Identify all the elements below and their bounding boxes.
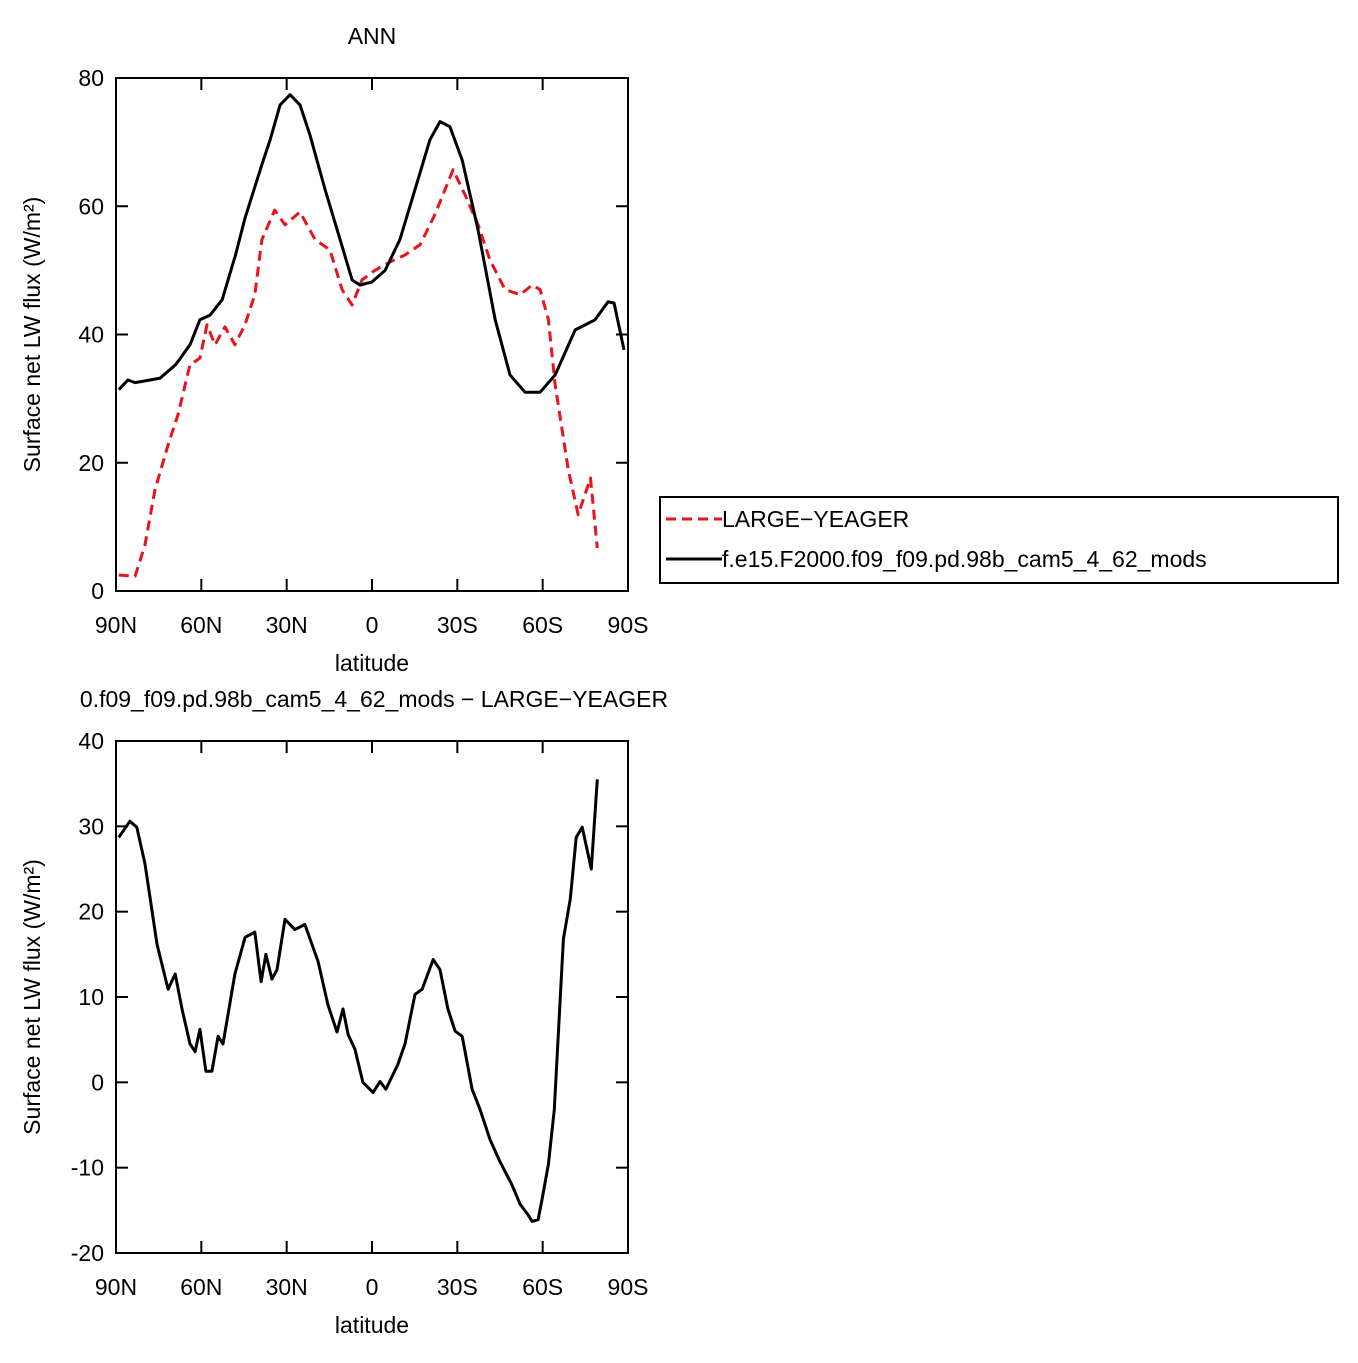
x-tick-label: 30N	[266, 1274, 308, 1300]
x-tick-label: 90S	[608, 612, 649, 638]
y-axis-label: Surface net LW flux (W/m²)	[19, 197, 45, 473]
x-tick-label: 90S	[608, 1274, 649, 1300]
x-tick-label: 0	[366, 1274, 379, 1300]
y-tick-label: -10	[71, 1155, 104, 1181]
x-tick-label: 30N	[266, 612, 308, 638]
y-tick-label: 40	[78, 322, 104, 348]
x-tick-label: 0	[366, 612, 379, 638]
y-axis-label: Surface net LW flux (W/m²)	[19, 859, 45, 1135]
legend-label: f.e15.F2000.f09_f09.pd.98b_cam5_4_62_mod…	[722, 546, 1207, 572]
x-axis-label: latitude	[335, 1312, 409, 1338]
x-tick-label: 60S	[522, 1274, 563, 1300]
y-tick-label: 60	[78, 193, 104, 219]
y-tick-label: 80	[78, 65, 104, 91]
y-tick-label: 10	[78, 984, 104, 1010]
legend-label: LARGE−YEAGER	[722, 506, 909, 532]
plot-frame	[115, 740, 629, 1254]
data-line	[118, 168, 599, 578]
chart-title: ANN	[348, 23, 397, 49]
x-tick-label: 60N	[180, 612, 222, 638]
y-tick-label: 20	[78, 899, 104, 925]
data-line	[117, 93, 626, 394]
y-tick-label: 0	[91, 1069, 104, 1095]
chart-title: 0.f09_f09.pd.98b_cam5_4_62_mods − LARGE−…	[80, 686, 668, 712]
x-axis-label: latitude	[335, 650, 409, 676]
x-tick-label: 30S	[437, 612, 478, 638]
x-tick-label: 60N	[180, 1274, 222, 1300]
data-line	[117, 779, 599, 1223]
y-tick-label: 20	[78, 450, 104, 476]
y-tick-label: -20	[71, 1240, 104, 1266]
legend-box	[659, 496, 1339, 584]
y-tick-label: 40	[78, 728, 104, 754]
x-tick-label: 90N	[95, 612, 137, 638]
x-tick-label: 60S	[522, 612, 563, 638]
y-tick-label: 30	[78, 813, 104, 839]
x-tick-label: 90N	[95, 1274, 137, 1300]
x-tick-label: 30S	[437, 1274, 478, 1300]
y-tick-label: 0	[91, 578, 104, 604]
